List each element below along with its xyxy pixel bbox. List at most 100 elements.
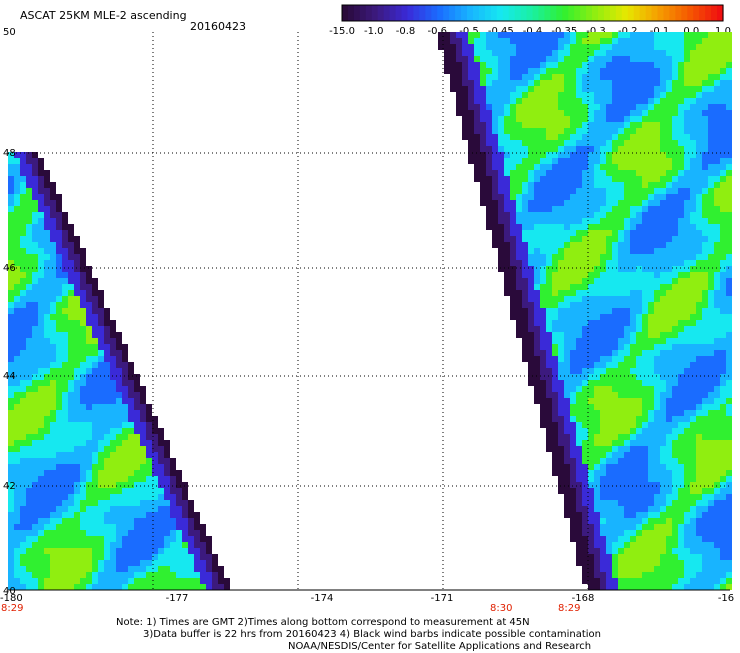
- swath-cell: [624, 284, 630, 290]
- swath-cell: [564, 446, 570, 452]
- swath-cell: [666, 86, 672, 92]
- swath-cell: [50, 326, 56, 332]
- swath-cell: [672, 236, 678, 242]
- swath-cell: [540, 182, 546, 188]
- swath-cell: [708, 398, 714, 404]
- swath-cell: [26, 398, 32, 404]
- swath-cell: [504, 290, 510, 296]
- swath-cell: [480, 188, 486, 194]
- swath-cell: [492, 44, 498, 50]
- swath-cell: [714, 236, 720, 242]
- swath-cell: [552, 470, 558, 476]
- swath-cell: [576, 524, 582, 530]
- swath-cell: [726, 422, 732, 428]
- swath-cell: [570, 338, 576, 344]
- swath-cell: [492, 176, 498, 182]
- swath-cell: [110, 404, 116, 410]
- swath-cell: [128, 584, 134, 590]
- swath-cell: [594, 566, 600, 572]
- swath-cell: [38, 338, 44, 344]
- swath-cell: [678, 80, 684, 86]
- swath-cell: [666, 182, 672, 188]
- swath-cell: [708, 62, 714, 68]
- swath-cell: [116, 398, 122, 404]
- colorbar-label: -0.2: [618, 26, 638, 37]
- swath-cell: [648, 368, 654, 374]
- swath-cell: [612, 278, 618, 284]
- swath-cell: [588, 416, 594, 422]
- swath-cell: [672, 440, 678, 446]
- swath-cell: [68, 278, 74, 284]
- swath-cell: [702, 188, 708, 194]
- swath-cell: [576, 368, 582, 374]
- swath-cell: [450, 80, 456, 86]
- swath-cell: [8, 302, 14, 308]
- swath-cell: [540, 146, 546, 152]
- swath-cell: [516, 62, 522, 68]
- swath-cell: [624, 302, 630, 308]
- swath-cell: [576, 206, 582, 212]
- swath-cell: [38, 362, 44, 368]
- swath-cell: [516, 218, 522, 224]
- swath-cell: [62, 302, 68, 308]
- swath-cell: [540, 92, 546, 98]
- swath-cell: [200, 536, 206, 542]
- swath-cell: [612, 488, 618, 494]
- swath-cell: [528, 296, 534, 302]
- swath-cell: [534, 128, 540, 134]
- swath-cell: [74, 524, 80, 530]
- swath-cell: [570, 422, 576, 428]
- swath-cell: [128, 524, 134, 530]
- swath-cell: [624, 374, 630, 380]
- swath-cell: [672, 350, 678, 356]
- swath-cell: [654, 464, 660, 470]
- swath-cell: [594, 44, 600, 50]
- swath-cell: [726, 140, 732, 146]
- colorbar-segment: [478, 5, 486, 21]
- swath-cell: [684, 224, 690, 230]
- swath-cell: [468, 80, 474, 86]
- swath-cell: [552, 386, 558, 392]
- swath-cell: [14, 488, 20, 494]
- swath-cell: [528, 44, 534, 50]
- swath-cell: [720, 110, 726, 116]
- swath-cell: [56, 446, 62, 452]
- swath-cell: [654, 32, 660, 38]
- swath-cell: [654, 566, 660, 572]
- swath-cell: [576, 44, 582, 50]
- swath-cell: [672, 182, 678, 188]
- swath-cell: [612, 182, 618, 188]
- swath-cell: [720, 332, 726, 338]
- swath-cell: [696, 200, 702, 206]
- colorbar-segment: [437, 5, 444, 21]
- swath-cell: [164, 560, 170, 566]
- swath-cell: [654, 44, 660, 50]
- swath-cell: [684, 542, 690, 548]
- swath-cell: [504, 140, 510, 146]
- swath-cell: [684, 482, 690, 488]
- swath-cell: [690, 560, 696, 566]
- swath-cell: [62, 464, 68, 470]
- swath-cell: [576, 548, 582, 554]
- swath-cell: [98, 482, 104, 488]
- swath-cell: [498, 188, 504, 194]
- swath-cell: [690, 128, 696, 134]
- swath-cell: [146, 404, 152, 410]
- swath-cell: [588, 320, 594, 326]
- swath-cell: [678, 512, 684, 518]
- swath-cell: [462, 128, 468, 134]
- swath-cell: [618, 164, 624, 170]
- swath-cell: [8, 428, 14, 434]
- swath-cell: [684, 86, 690, 92]
- swath-cell: [612, 572, 618, 578]
- swath-cell: [570, 212, 576, 218]
- swath-cell: [8, 416, 14, 422]
- swath-cell: [642, 332, 648, 338]
- swath-cell: [612, 512, 618, 518]
- swath-cell: [612, 566, 618, 572]
- swath-cell: [660, 308, 666, 314]
- swath-cell: [146, 548, 152, 554]
- swath-cell: [672, 266, 678, 272]
- swath-cell: [582, 176, 588, 182]
- swath-cell: [606, 62, 612, 68]
